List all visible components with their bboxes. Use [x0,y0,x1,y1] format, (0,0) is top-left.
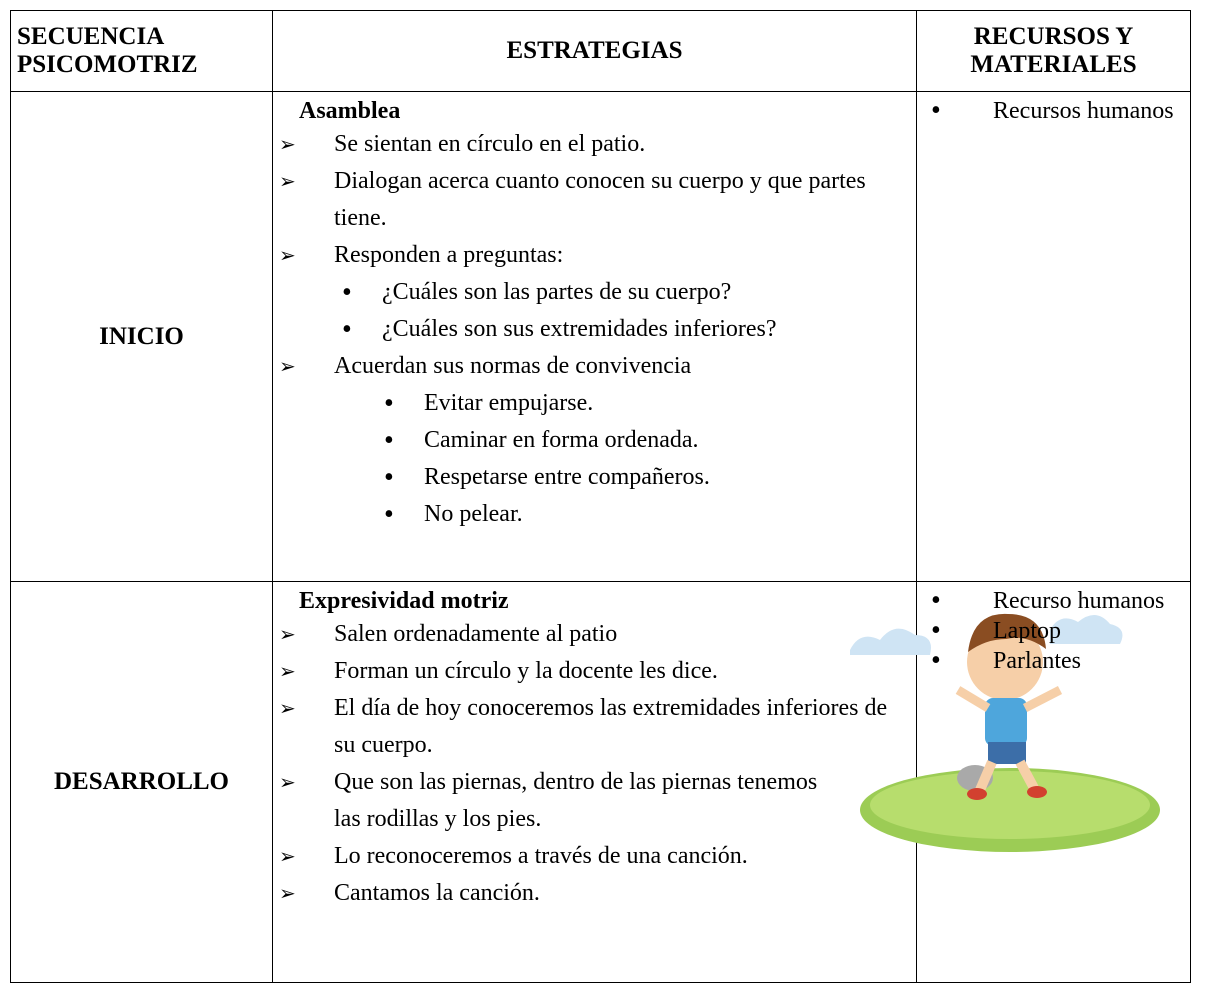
header-cell: ESTRATEGIAS [272,10,917,92]
strategy-text: Se sientan en círculo en el patio. [334,131,646,157]
strategy-list: Se sientan en círculo en el patio. Dialog… [279,126,910,533]
sub-item: Caminar en forma ordenada. [374,422,910,459]
strategy-text: Cantamos la canción. [334,880,540,906]
strategy-list: Salen ordenadamente al patio Forman un cí… [279,616,910,912]
strategies: AsambleaSe sientan en círculo en el pati… [273,92,916,533]
sub-item: Evitar empujarse. [374,385,910,422]
header-cell: RECURSOS Y MATERIALES [916,10,1191,92]
strategies-cell: AsambleaSe sientan en círculo en el pati… [272,91,917,582]
sub-list: Evitar empujarse.Caminar en forma ordena… [374,385,910,533]
strategy-item: Forman un círculo y la docente les dice. [279,653,910,690]
sub-item: ¿Cuáles son las partes de su cuerpo? [332,274,910,311]
resource-item: Recurso humanos [923,586,1184,616]
strategies: Expresividad motrizSalen ordenadamente a… [273,582,916,912]
table-body: INICIOAsambleaSe sientan en círculo en e… [10,91,1191,983]
strategy-text: Lo reconoceremos a través de una canción… [334,843,748,869]
strategy-item: Dialogan acerca cuanto conocen su cuerpo… [279,163,910,237]
strategy-item: Que son las piernas, dentro de las piern… [279,764,910,838]
strategy-item: Responden a preguntas: ¿Cuáles son las pa… [279,237,910,348]
resources-cell: Recurso humanosLaptopParlantes [916,581,1191,983]
resource-list: Recursos humanos [917,92,1190,126]
lesson-table: SECUENCIA PSICOMOTRIZ ESTRATEGIAS RECURS… [10,10,1191,983]
strategy-item: Lo reconoceremos a través de una canción… [279,838,910,875]
strategy-item: El día de hoy conoceremos las extremidad… [279,690,910,764]
strategy-text: Salen ordenadamente al patio [334,621,618,647]
phase-cell: DESARROLLO [10,581,273,983]
resources-cell: Recursos humanos [916,91,1191,582]
strategy-continuation: las rodillas y los pies. [334,806,542,832]
strategy-item: Cantamos la canción. [279,875,910,912]
strategy-text: Dialogan acerca cuanto conocen su cuerpo… [334,168,866,231]
strategy-text: Que son las piernas, dentro de las piern… [334,769,818,795]
strategy-item: Salen ordenadamente al patio [279,616,910,653]
strategy-heading: Expresividad motriz [299,588,509,614]
sub-list: ¿Cuáles son las partes de su cuerpo?¿Cuá… [332,274,910,348]
sub-item: No pelear. [374,496,910,533]
strategies-cell: Expresividad motrizSalen ordenadamente a… [272,581,917,983]
strategy-item: Acuerdan sus normas de convivencia Evitar… [279,348,910,533]
sub-item: Respetarse entre compañeros. [374,459,910,496]
header-row: SECUENCIA PSICOMOTRIZ ESTRATEGIAS RECURS… [10,10,1191,92]
resource-item: Recursos humanos [923,96,1184,126]
strategy-text: Responden a preguntas: [334,242,564,268]
strategy-text: Acuerdan sus normas de convivencia [334,353,692,379]
phase-cell: INICIO [10,91,273,582]
resource-item: Parlantes [923,646,1184,676]
table-row: INICIOAsambleaSe sientan en círculo en e… [10,91,1191,582]
strategy-text: Forman un círculo y la docente les dice. [334,658,718,684]
header-cell: SECUENCIA PSICOMOTRIZ [10,10,273,92]
strategy-text: El día de hoy conoceremos las extremidad… [334,695,888,758]
sub-item: ¿Cuáles son sus extremidades inferiores? [332,311,910,348]
resource-list: Recurso humanosLaptopParlantes [917,582,1190,676]
resource-item: Laptop [923,616,1184,646]
strategy-heading: Asamblea [299,98,401,124]
strategy-item: Se sientan en círculo en el patio. [279,126,910,163]
